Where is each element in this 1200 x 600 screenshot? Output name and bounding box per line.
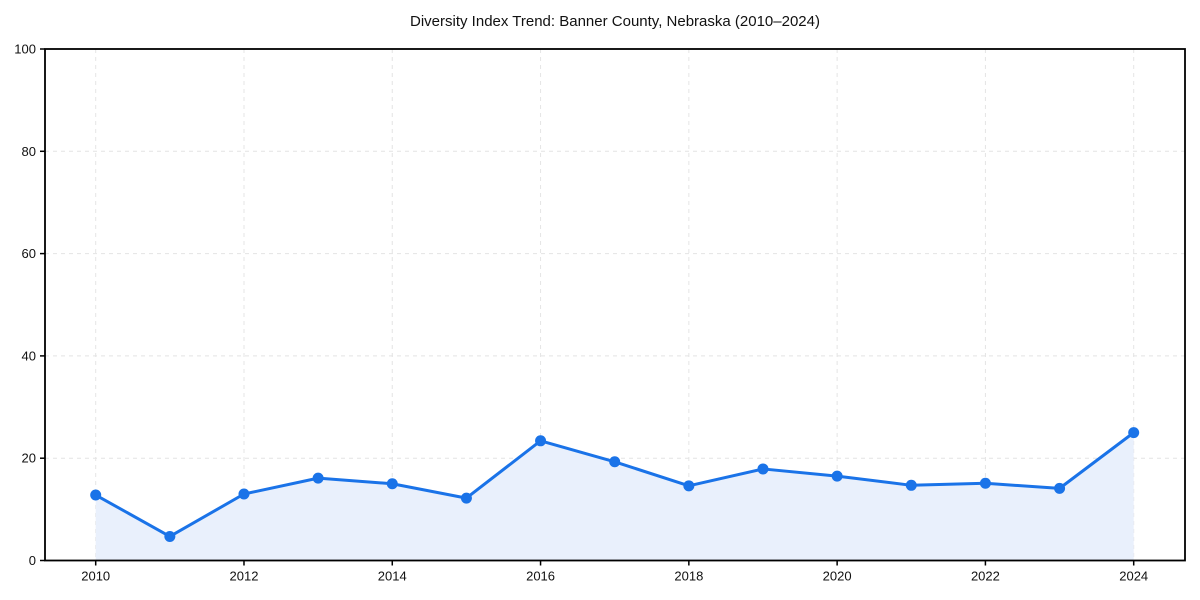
- data-point-2021: [905, 479, 917, 491]
- data-point-2014: [386, 478, 398, 490]
- x-tick-label-2022: 2022: [971, 569, 1000, 584]
- data-point-2012: [238, 488, 250, 500]
- data-point-2017: [609, 456, 621, 468]
- data-point-2013: [312, 472, 324, 484]
- x-tick-label-2014: 2014: [378, 569, 407, 584]
- data-point-2018: [683, 480, 695, 492]
- x-tick-label-2016: 2016: [526, 569, 555, 584]
- y-tick-label-20: 20: [22, 451, 36, 466]
- data-point-2011: [164, 530, 176, 542]
- plot-frame: [44, 48, 1186, 562]
- y-tick-label-40: 40: [22, 348, 36, 363]
- x-tick-label-2024: 2024: [1119, 569, 1148, 584]
- data-point-2022: [979, 477, 991, 489]
- y-tick-label-0: 0: [29, 553, 36, 568]
- data-point-2015: [460, 492, 472, 504]
- x-tick-label-2020: 2020: [823, 569, 852, 584]
- data-point-2023: [1054, 482, 1066, 494]
- x-tick-label-2018: 2018: [674, 569, 703, 584]
- data-point-2016: [535, 435, 547, 447]
- chart-title: Diversity Index Trend: Banner County, Ne…: [410, 13, 820, 30]
- y-tick-label-100: 100: [14, 42, 36, 57]
- data-point-2020: [831, 470, 843, 482]
- y-tick-label-60: 60: [22, 246, 36, 261]
- area-fill: [95, 432, 1134, 561]
- data-point-2024: [1128, 427, 1140, 439]
- y-tick-label-80: 80: [22, 144, 36, 159]
- x-tick-label-2010: 2010: [81, 569, 110, 584]
- data-point-2019: [757, 463, 769, 475]
- x-tick-label-2012: 2012: [230, 569, 259, 584]
- data-point-2010: [90, 489, 102, 501]
